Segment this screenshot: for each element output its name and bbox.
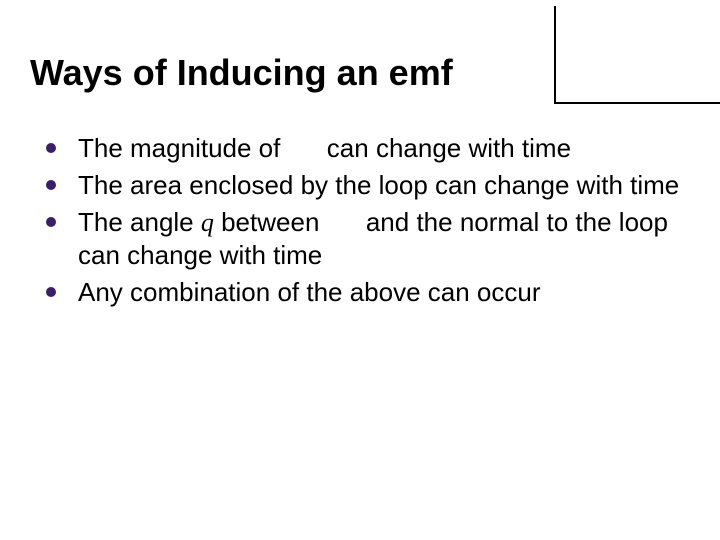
list-item-text: The angle q between and the normal to th… (78, 206, 680, 272)
slide: Ways of Inducing an emf The magnitude of… (0, 0, 720, 540)
list-item: Any combination of the above can occur (46, 276, 680, 309)
list-item-text: Any combination of the above can occur (78, 276, 680, 309)
list-item: The angle q between and the normal to th… (46, 206, 680, 272)
list-item-text: The area enclosed by the loop can change… (78, 169, 680, 202)
text-pre: The area enclosed by the loop can change… (78, 170, 679, 200)
title-rule-horizontal (554, 102, 720, 104)
text-post: can change with time (320, 133, 571, 163)
theta-symbol: q (201, 208, 214, 237)
slide-body: The magnitude of can change with time Th… (46, 132, 680, 313)
list-item-text: The magnitude of can change with time (78, 132, 680, 165)
bullet-icon (46, 287, 56, 297)
list-item: The magnitude of can change with time (46, 132, 680, 165)
bullet-icon (46, 143, 56, 153)
text-mid: between (214, 207, 327, 237)
title-rule-vertical (554, 6, 556, 102)
text-pre: Any combination of the above can occur (78, 277, 541, 307)
list-item: The area enclosed by the loop can change… (46, 169, 680, 202)
text-pre: The magnitude of (78, 133, 288, 163)
bullet-icon (46, 180, 56, 190)
bullet-icon (46, 217, 56, 227)
text-pre: The angle (78, 207, 201, 237)
slide-title: Ways of Inducing an emf (30, 52, 453, 94)
